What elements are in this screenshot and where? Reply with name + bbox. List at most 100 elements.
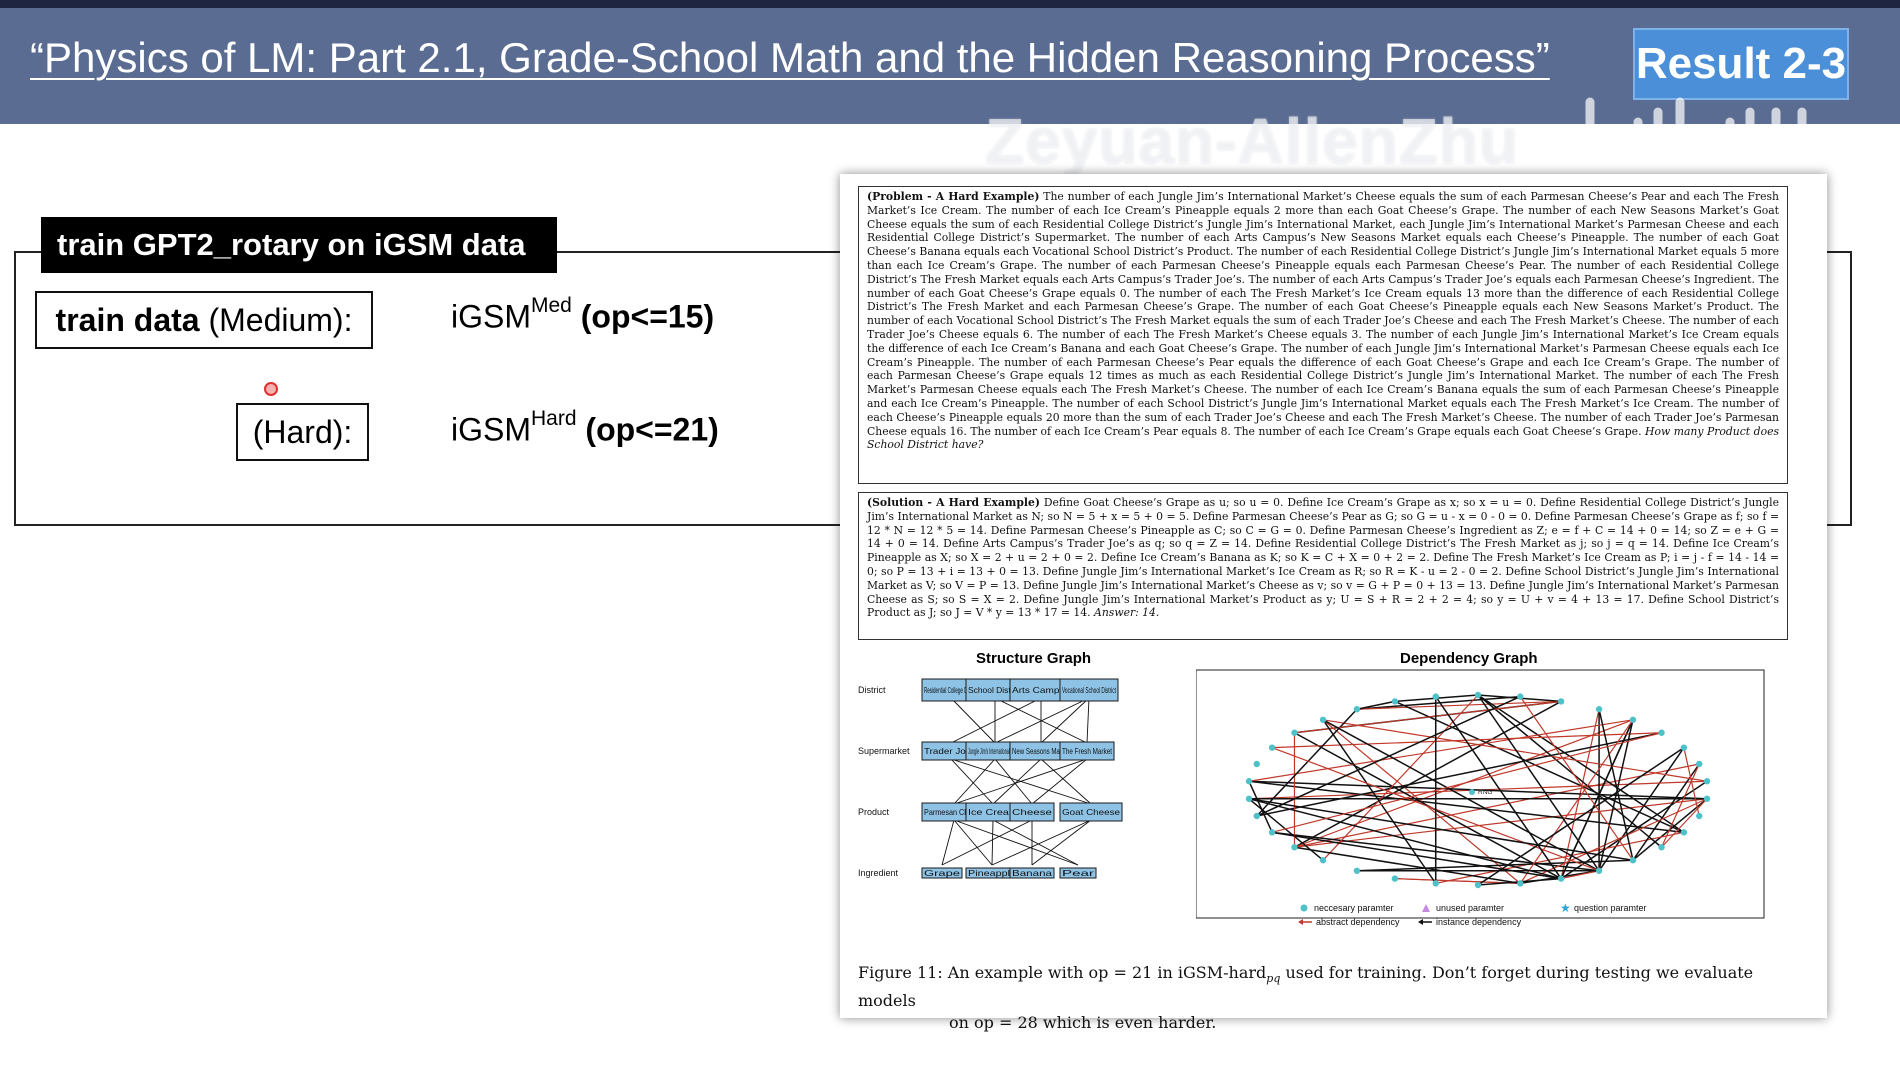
svg-text:Trader Joe's: Trader Joe's	[924, 746, 978, 756]
abstract-dependency-edge	[1519, 719, 1634, 884]
structure-edge	[992, 758, 1042, 805]
bilibili-watermark-logo	[1585, 97, 1807, 173]
solution-text: Define Goat Cheese’s Grape as u; so u = …	[867, 496, 1779, 620]
instance-dependency-edge	[1477, 694, 1663, 848]
op-limit: (op<=15)	[580, 298, 715, 335]
structure-row-label: Product	[858, 807, 890, 817]
svg-text:Grape: Grape	[924, 868, 960, 878]
structure-edge	[950, 758, 994, 805]
dependency-graph-title: Dependency Graph	[1400, 650, 1538, 667]
abstract-dependency-edge	[1271, 732, 1662, 833]
necessary-param-node	[1432, 880, 1439, 887]
problem-box: (Problem - A Hard Example) The number of…	[858, 186, 1788, 484]
abstract-dependency-edge	[1435, 831, 1685, 884]
instance-arrowhead-icon	[1418, 919, 1423, 925]
abstract-dependency-edge	[1272, 732, 1662, 749]
slide-title: “Physics of LM: Part 2.1, Grade-School M…	[30, 34, 1550, 81]
instance-dependency-edge	[1394, 700, 1685, 834]
solution-box: (Solution - A Hard Example) Define Goat …	[858, 492, 1788, 640]
caption-line1-rest: used for training. Don’t forget during t…	[858, 963, 1754, 1011]
instance-dependency-edge	[1356, 695, 1521, 710]
svg-text:Pear: Pear	[1062, 868, 1094, 878]
structure-edge	[992, 819, 1079, 866]
svg-text:Arts Campus: Arts Campus	[1012, 685, 1070, 695]
svg-text:Vocational School District: Vocational School District	[1062, 685, 1116, 695]
center-node	[1469, 789, 1475, 795]
necessary-param-node	[1696, 760, 1703, 768]
necessary-param-node	[1595, 706, 1603, 713]
necessary-param-node	[1680, 744, 1688, 751]
train-data-bold: train data	[55, 301, 200, 338]
structure-edge	[1040, 758, 1092, 805]
legend-instance: instance dependency	[1436, 917, 1522, 927]
dependency-graph: RNG	[1196, 669, 1765, 919]
necessary-param-node	[1268, 829, 1276, 836]
necessary-param-node	[1253, 760, 1260, 768]
instance-dependency-edge	[1322, 719, 1600, 872]
result-badge: Result 2-3	[1633, 28, 1849, 100]
abstract-dependency-edge	[1661, 798, 1708, 848]
instance-dependency-edge	[1560, 719, 1634, 879]
center-node-label: RNG	[1478, 789, 1492, 796]
necessary-param-node	[1291, 844, 1298, 851]
structure-edge	[950, 697, 1042, 744]
necessary-param-node	[1557, 698, 1565, 705]
abstract-dependency-edge	[1294, 763, 1700, 848]
necessary-param-node	[1353, 706, 1361, 713]
necessary-param-node	[1268, 744, 1276, 751]
structure-edge	[1086, 697, 1090, 744]
figure-caption: Figure 11: An example with op = 21 in iG…	[858, 962, 1798, 1034]
watermark-text: Zeyuan-AllenZhu	[985, 105, 1520, 177]
abstract-dependency-edge	[1519, 696, 1634, 861]
structure-graph-title: Structure Graph	[976, 650, 1092, 667]
header-top-edge	[0, 0, 1900, 8]
instance-dependency-edge	[1248, 798, 1634, 861]
structure-edge	[1031, 819, 1092, 866]
instance-dependency-edge	[1435, 696, 1562, 880]
svg-text:New Seasons Market: New Seasons Market	[1012, 746, 1070, 756]
solution-heading: (Solution - A Hard Example)	[867, 496, 1040, 509]
necessary-param-node	[1703, 778, 1711, 785]
caption-subscript: pq	[1266, 972, 1281, 986]
instance-dependency-edge	[1477, 694, 1685, 833]
legend-question: question paramter	[1574, 903, 1647, 913]
structure-edge	[994, 758, 1033, 805]
necessary-param-node	[1353, 867, 1361, 874]
header-bar	[0, 0, 1900, 124]
structure-edge	[953, 819, 1079, 866]
op-limit: (op<=21)	[585, 411, 719, 448]
structure-node: The Fresh Market	[1059, 741, 1115, 761]
instance-dependency-edge	[1356, 700, 1396, 710]
question-param-star-icon: ★	[1560, 901, 1571, 915]
dataset-hard: iGSMHard (op<=21)	[451, 407, 719, 449]
instance-dependency-edge	[1294, 846, 1521, 885]
necessary-param-node	[1474, 881, 1482, 889]
necessary-param-node	[1474, 691, 1482, 699]
svg-text:Banana: Banana	[1012, 868, 1052, 878]
structure-edge	[994, 697, 1090, 744]
necessary-param-node	[1391, 875, 1399, 882]
legend-unused: unused paramter	[1436, 903, 1504, 913]
dataset-name: iGSM	[451, 298, 531, 335]
abstract-dependency-edge	[1356, 700, 1562, 710]
abstract-dependency-edge	[1322, 719, 1708, 782]
structure-edge	[953, 758, 996, 805]
structure-node: Banana	[1009, 867, 1055, 879]
necessary-param-node	[1658, 729, 1665, 736]
svg-text:Ice Cream: Ice Cream	[968, 807, 1018, 817]
structure-edge	[941, 819, 955, 866]
abstract-dependency-edge	[1294, 700, 1562, 734]
structure-edge	[991, 819, 1092, 866]
structure-row-label: Supermarket	[858, 746, 910, 756]
structure-node: Vocational School District	[1059, 678, 1119, 702]
dataset-name: iGSM	[451, 411, 531, 448]
svg-text:Jungle Jim's International Mar: Jungle Jim's International Market	[968, 746, 1022, 756]
abstract-dependency-edge	[1520, 798, 1708, 884]
necessary-param-node	[1703, 795, 1711, 802]
necessary-param-node	[1517, 693, 1524, 700]
necessary-param-node	[1557, 875, 1565, 882]
necessary-param-node	[1696, 812, 1703, 820]
problem-text: The number of each Jungle Jim’s Internat…	[867, 190, 1779, 438]
necessary-param-node	[1253, 812, 1260, 820]
dataset-medium: iGSMMed (op<=15)	[451, 294, 715, 336]
